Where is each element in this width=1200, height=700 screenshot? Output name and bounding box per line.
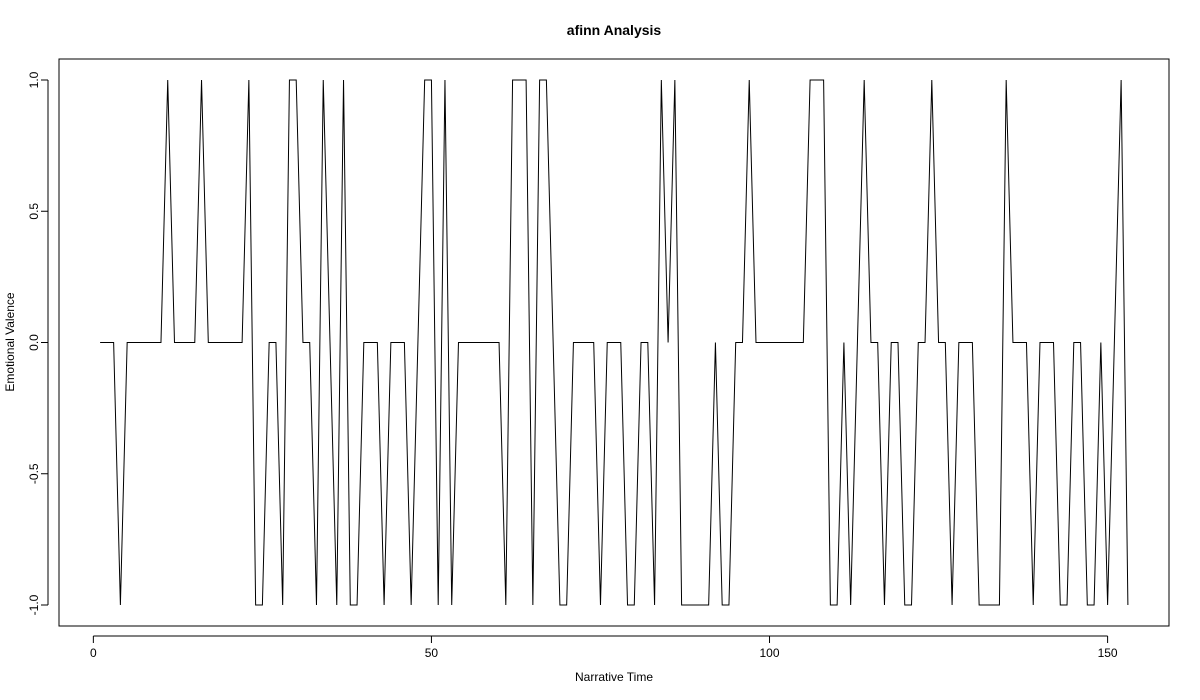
data-line [100,79,1129,606]
y-tick-label: -1.0 [27,594,41,615]
y-tick-label: 0.0 [27,334,41,351]
y-tick-label: 0.5 [27,203,41,220]
x-tick-label: 100 [760,646,780,660]
x-tick-label: 0 [90,646,97,660]
y-tick-label: -0.5 [27,463,41,484]
x-tick-label: 150 [1098,646,1118,660]
y-axis-label: Emotional Valence [3,292,17,391]
x-axis-label: Narrative Time [575,670,653,684]
chart-title: afinn Analysis [567,22,662,38]
y-tick-label: 1.0 [27,71,41,88]
x-tick-label: 50 [425,646,439,660]
plot-box [58,58,1170,627]
